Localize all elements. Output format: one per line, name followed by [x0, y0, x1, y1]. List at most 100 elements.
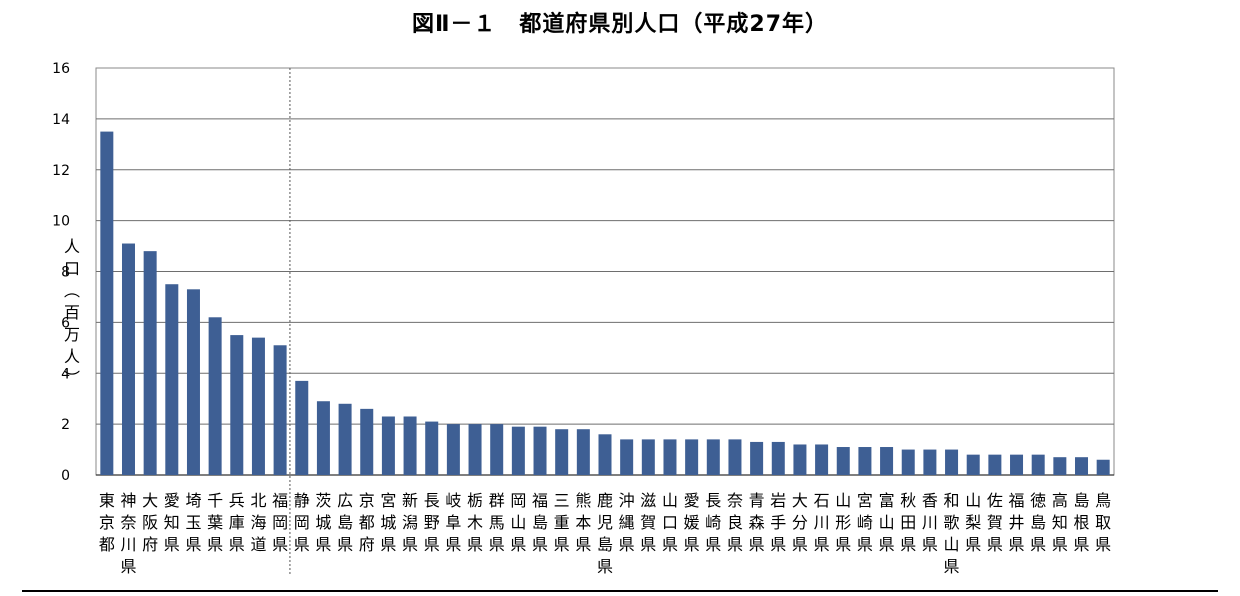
bar [316, 401, 330, 475]
bar [381, 416, 395, 475]
bar [966, 454, 980, 475]
bar [468, 424, 482, 475]
y-tick-labels: 0 2 4 6 8 10 12 14 16 [52, 61, 70, 484]
bar [1096, 459, 1110, 475]
bar [143, 251, 157, 475]
bar [1053, 457, 1067, 475]
x-tick-label: 群馬県 [489, 491, 505, 554]
x-tick-label: 岡山県 [510, 491, 526, 554]
bar [706, 439, 720, 475]
bar [338, 403, 352, 475]
x-tick-label: 千葉県 [207, 491, 223, 554]
x-tick-label: 福岡県 [272, 491, 288, 554]
x-tick-label: 青森県 [749, 491, 765, 554]
bar [533, 426, 547, 475]
bar [511, 426, 525, 475]
x-tick-label: 大分県 [792, 491, 808, 554]
bar [793, 444, 807, 475]
y-tick-label: 2 [61, 417, 70, 433]
x-tick-label: 静岡県 [294, 491, 310, 554]
bar [186, 289, 200, 475]
x-tick-label: 佐賀県 [987, 491, 1003, 554]
y-tick-label: 0 [61, 468, 70, 484]
x-tick-label: 滋賀県 [640, 491, 656, 554]
x-tick-label: 新潟県 [402, 491, 418, 554]
x-tick-label: 熊本県 [575, 491, 591, 554]
bar [750, 441, 764, 475]
bar [728, 439, 742, 475]
x-tick-label: 高知県 [1052, 491, 1068, 554]
x-tick-label: 山形県 [835, 491, 851, 554]
x-tick-label: 広島県 [337, 491, 353, 554]
bar [251, 337, 265, 475]
bar [273, 345, 287, 475]
x-tick-label: 福島県 [532, 491, 548, 554]
x-tick-label: 奈良県 [727, 491, 743, 554]
bar [230, 335, 244, 475]
x-tick-label: 秋田県 [900, 491, 916, 554]
bar [165, 284, 179, 475]
x-tick-label: 鹿児島県 [597, 491, 613, 576]
bar [1031, 454, 1045, 475]
bar [988, 454, 1002, 475]
x-tick-label: 長崎県 [705, 491, 721, 554]
bar [901, 449, 915, 475]
bar [815, 444, 829, 475]
bar [490, 424, 504, 475]
y-axis-label-text: 人口︵百万人︶ [64, 237, 80, 388]
bar [880, 447, 894, 475]
y-tick-label: 10 [52, 214, 70, 230]
x-category-labels: 東京都神奈川県大阪府愛知県埼玉県千葉県兵庫県北海道福岡県静岡県茨城県広島県京都府… [99, 491, 1111, 576]
bar [858, 447, 872, 475]
y-tick-label: 14 [52, 112, 70, 128]
bottom-rule [22, 590, 1218, 592]
bar [836, 447, 850, 475]
x-tick-label: 香川県 [922, 491, 938, 554]
x-tick-label: 東京都 [99, 491, 115, 554]
bar [425, 421, 439, 475]
bar [1010, 454, 1024, 475]
x-tick-label: 和歌山県 [944, 491, 960, 576]
bar [641, 439, 655, 475]
x-tick-label: 宮崎県 [857, 491, 873, 554]
bar [620, 439, 634, 475]
bar [923, 449, 937, 475]
bar [121, 243, 135, 475]
x-tick-label: 岐阜県 [445, 491, 461, 554]
y-axis-label: 人口︵百万人︶ [64, 237, 80, 388]
bar [945, 449, 959, 475]
x-tick-label: 長野県 [424, 491, 440, 554]
bars-layer [100, 131, 1110, 475]
x-tick-label: 鳥取県 [1095, 491, 1111, 554]
y-tick-label: 16 [52, 61, 70, 77]
bar [685, 439, 699, 475]
x-tick-label: 福井県 [1009, 491, 1025, 554]
x-tick-label: 兵庫県 [229, 491, 245, 554]
bar [663, 439, 677, 475]
x-tick-label: 山口県 [662, 491, 678, 554]
grid-layer [95, 67, 1115, 576]
x-tick-label: 埼玉県 [185, 491, 201, 554]
bar [403, 416, 417, 475]
x-tick-label: 宮城県 [380, 491, 396, 554]
bar [446, 424, 460, 475]
bar [208, 317, 222, 475]
x-tick-label: 岩手県 [770, 491, 786, 554]
y-tick-label: 4 [61, 366, 70, 382]
y-tick-label: 12 [52, 163, 70, 179]
x-tick-label: 愛知県 [164, 491, 180, 554]
x-tick-label: 栃木県 [467, 491, 483, 554]
x-tick-label: 愛媛県 [684, 491, 700, 554]
x-tick-label: 沖縄県 [619, 491, 635, 554]
bar [555, 429, 569, 475]
y-tick-label: 6 [61, 315, 70, 331]
x-tick-label: 島根県 [1074, 491, 1090, 554]
bar [576, 429, 590, 475]
x-tick-label: 北海道 [250, 491, 266, 554]
chart-title: 図Ⅱ－１ 都道府県別人口（平成27年） [411, 12, 829, 37]
x-tick-label: 徳島県 [1030, 491, 1046, 554]
bar [1075, 457, 1089, 475]
x-tick-label: 大阪府 [142, 491, 158, 554]
x-tick-label: 京都府 [359, 491, 375, 554]
